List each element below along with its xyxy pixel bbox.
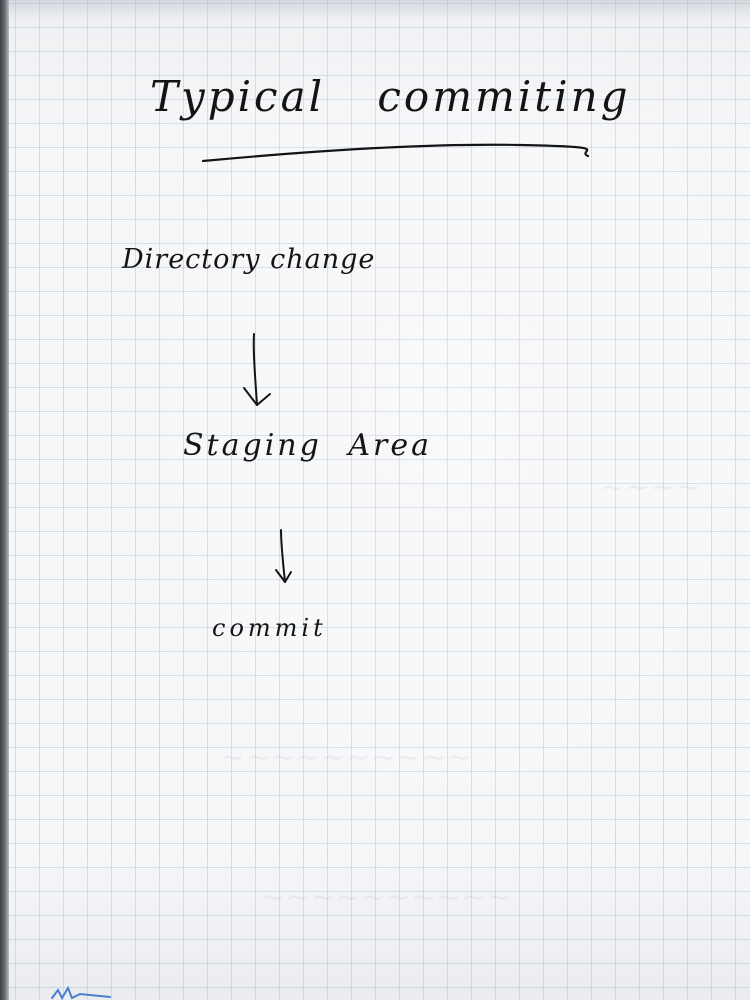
- binding-edge: [0, 0, 9, 1000]
- grid-paper: [9, 0, 750, 1000]
- show-through-scribble: ~~~~~~~~~~: [260, 880, 512, 915]
- show-through-scribble: ~~~~: [600, 470, 701, 505]
- step-staging-area: Staging Area: [183, 428, 432, 463]
- show-through-scribble: ~~~~~~~~~~: [220, 740, 472, 775]
- step-directory-change: Directory change: [122, 244, 376, 275]
- arrow-staging-to-commit: [275, 529, 292, 583]
- page-fold: [0, 0, 750, 20]
- step-commit: commit: [212, 614, 327, 642]
- diagram-title: Typical commiting: [150, 72, 631, 121]
- arrow-directory-to-staging: [243, 333, 271, 406]
